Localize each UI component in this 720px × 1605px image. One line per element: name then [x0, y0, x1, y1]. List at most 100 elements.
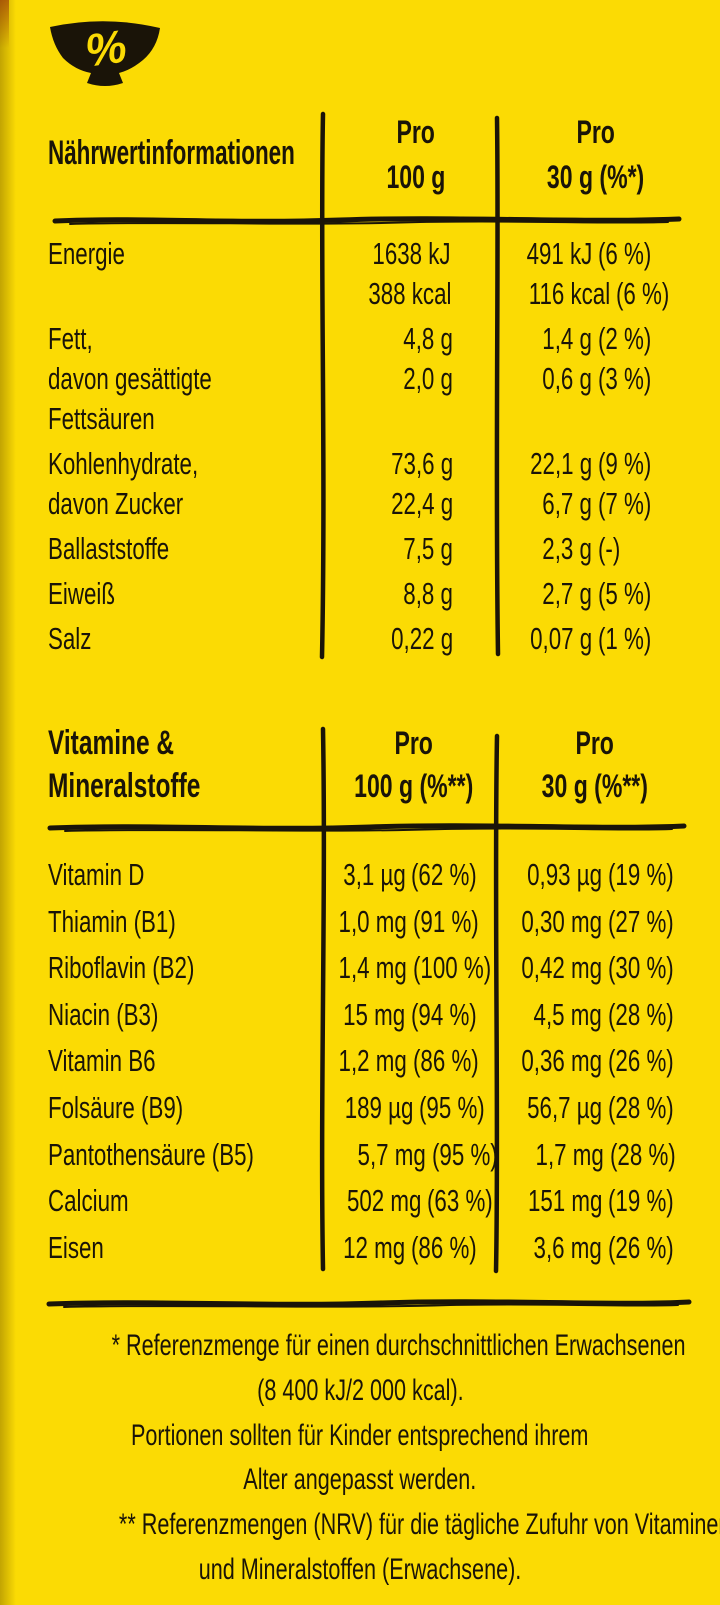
table-row-thiamin: Thiamin (B1) 1,0 mg (91 %) 0,30 mg (27 %) [40, 899, 690, 946]
per-100g-header: Pro 100 g [331, 110, 501, 200]
row-label-cell: Thiamin (B1) [40, 899, 312, 946]
per-30g-cell: 2,3 g (-) [499, 529, 690, 569]
per-100g-nrv-header: Pro 100 g (%**) [328, 722, 500, 808]
per-100g-cell: 1,0 mg (91 %) [312, 899, 490, 946]
row-label-cell: Kohlenhydrate, davon Zucker [40, 444, 328, 524]
table-row-fett: Fett, davon gesättigte Fettsäuren 4,8 g … [40, 319, 690, 439]
value-per-30g: 2,3 g [542, 531, 592, 566]
table-row-salz: Salz 0,22 g 0,07 g (1 %) [40, 619, 690, 659]
per-100g-cell: 73,6 g 22,4 g [328, 444, 500, 524]
value-percent-nrv: (5 %) [598, 576, 652, 611]
footnote-line: (8 400 kJ/2 000 kcal). [256, 1373, 464, 1407]
row-label-cell: Pantothensäure (B5) [40, 1132, 331, 1179]
horizontal-rule [52, 216, 682, 224]
footnote-line: ** Referenzmengen (NRV) für die tägliche… [118, 1508, 720, 1542]
value-percent-nrv: (28 %) [609, 1136, 676, 1172]
value-percent-nrv: (91 %) [412, 903, 479, 939]
row-label: Salz [48, 621, 92, 656]
value-per-100g: 8,8 g [403, 576, 454, 611]
value-per-100g: 73,6 g [391, 446, 454, 481]
value-percent-nrv: (3 %) [598, 361, 652, 396]
nutrition-table-body: Energie 1638 kJ 388 kcal 491 kJ (6 %) 116… [40, 234, 690, 664]
value-percent-nrv: (9 %) [598, 446, 652, 481]
value-percent-nrv: (100 %) [412, 950, 491, 986]
row-label: Eisen [48, 1229, 104, 1265]
value-per-30g: 4,5 mg [533, 996, 602, 1032]
per-100g-cell: 3,1 µg (62 %) [319, 852, 496, 899]
value-per-100g: 388 kcal [367, 276, 451, 311]
per-100g-cell: 8,8 g [328, 574, 500, 614]
horizontal-rule-texture [69, 220, 669, 225]
row-label-cell: Fett, davon gesättigte Fettsäuren [40, 319, 328, 439]
per-100g-cell: 189 µg (95 %) [318, 1085, 496, 1132]
value-per-30g: 1,4 g [542, 321, 592, 356]
per-30g-cell: 151 mg (19 %) [496, 1178, 690, 1225]
row-label: Riboflavin (B2) [48, 950, 195, 986]
per-30g-cell: 1,4 g (2 %) 0,6 g (3 %) [499, 319, 690, 439]
per-30g-cell: 0,36 mg (26 %) [490, 1038, 690, 1085]
value-percent-nrv: (6 %) [616, 276, 670, 311]
vitamins-title-line: Mineralstoffe [48, 767, 201, 805]
value-per-30g: 56,7 µg [527, 1089, 602, 1125]
value-percent-nrv: (94 %) [411, 996, 477, 1032]
value-per-100g: 12 mg [343, 1229, 406, 1265]
value-percent-nrv: (86 %) [411, 1229, 477, 1265]
value-per-30g: 116 kcal [528, 276, 611, 311]
value-per-30g: 491 kJ [526, 236, 592, 271]
row-label: davon Zucker [48, 486, 184, 521]
per-30g-header-line: Pro [576, 114, 615, 150]
value-per-100g: 1638 kJ [372, 236, 451, 271]
value-percent-nrv: (1 %) [598, 621, 652, 656]
row-label: Pantothensäure (B5) [48, 1136, 254, 1172]
per-30g-nrv-header: Pro 30 g (%**) [499, 722, 690, 808]
table-row-pantothensaeure: Pantothensäure (B5) 5,7 mg (95 %) 1,7 mg(… [40, 1132, 690, 1179]
row-label: Calcium [48, 1183, 129, 1219]
value-per-100g: 1,4 mg [338, 950, 407, 986]
value-percent-nrv: (95 %) [431, 1136, 498, 1172]
per-30g-cell: 2,7 g (5 %) [499, 574, 690, 614]
nutrition-title: Nährwertinformationen [48, 134, 295, 172]
per-100g-cell: 1638 kJ 388 kcal [326, 234, 497, 314]
vitamins-table-header: Vitamine & Mineralstoffe Pro 100 g (%**)… [40, 722, 690, 808]
value-percent-nrv: (63 %) [427, 1183, 494, 1219]
row-label: Ballaststoffe [48, 531, 170, 566]
footnotes: * Referenzmenge für einen durchschnittli… [0, 1324, 720, 1593]
per-30g-cell: 22,1 g (9 %) 6,7 g (7 %) [499, 444, 690, 524]
per-100g-cell: 4,8 g 2,0 g [328, 319, 500, 439]
value-per-30g: 1,7 mg [535, 1136, 604, 1172]
value-per-30g: 0,6 g [542, 361, 592, 396]
row-label: Kohlenhydrate, [48, 446, 199, 481]
value-per-100g: 1,0 mg [338, 903, 407, 939]
value-percent-nrv: (28 %) [608, 1089, 674, 1125]
value-percent-nrv: (26 %) [608, 1229, 674, 1265]
table-row-riboflavin: Riboflavin (B2) 1,4 mg (100 %) 0,42 mg (30… [40, 945, 690, 992]
per-100g-cell: 7,5 g [328, 529, 500, 569]
value-percent-nrv: (28 %) [608, 996, 674, 1032]
horizontal-rule-texture [63, 1303, 679, 1308]
horizontal-rule [47, 823, 687, 831]
per-30g-nrv-header-line: 30 g (%**) [541, 768, 648, 804]
per-30g-cell: 3,6 mg (26 %) [495, 1225, 690, 1272]
per-30g-header: Pro 30 g (%*) [501, 110, 690, 200]
value-percent-nrv: (2 %) [598, 321, 652, 356]
row-label-cell: Ballaststoffe [40, 529, 328, 569]
row-label-cell: Niacin (B3) [40, 992, 319, 1039]
value-per-100g: 189 µg [344, 1089, 414, 1125]
value-per-30g: 0,42 mg [521, 950, 602, 986]
value-percent-nrv: (7 %) [598, 486, 652, 521]
value-percent-nrv: (62 %) [411, 857, 478, 892]
per-30g-nrv-header-line: Pro [575, 725, 614, 761]
value-per-100g: 0,22 g [391, 621, 454, 656]
row-label: Vitamin B6 [48, 1043, 156, 1079]
per-100g-cell: 1,4 mg (100 %) [312, 945, 491, 992]
value-per-30g: 3,6 mg [533, 1229, 602, 1265]
value-per-100g: 502 mg [346, 1183, 422, 1219]
row-label: Fett, [48, 321, 93, 356]
value-per-30g: 2,7 g [542, 576, 592, 611]
value-per-100g: 3,1 µg [342, 857, 406, 892]
row-label: Vitamin D [48, 857, 145, 892]
row-label: Niacin (B3) [48, 996, 159, 1032]
row-label-cell: Energie [40, 234, 326, 314]
row-label-cell: Calcium [40, 1178, 318, 1225]
